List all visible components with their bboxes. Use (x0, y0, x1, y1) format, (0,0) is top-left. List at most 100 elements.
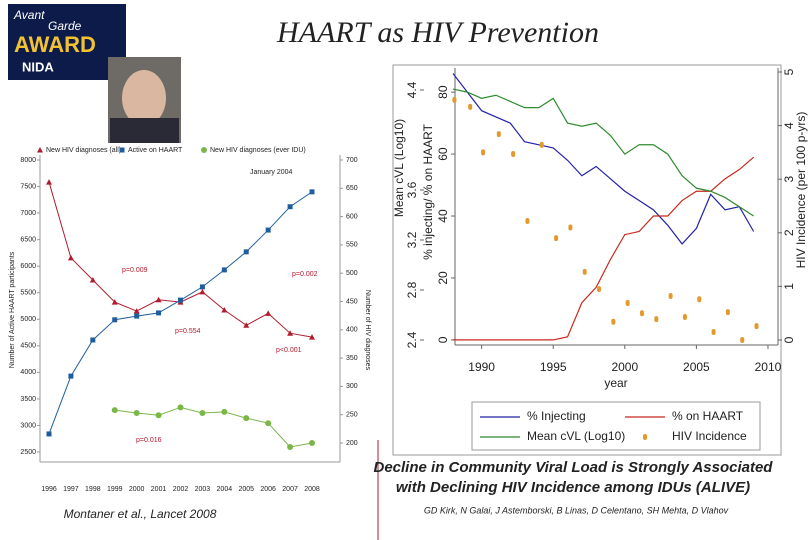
y3-axis-label: Mean cVL (Log10) (392, 119, 406, 217)
x-tick-label: 2001 (151, 486, 167, 493)
marker (265, 420, 272, 427)
series-line (452, 73, 755, 245)
legend-label: New HIV diagnoses (ever IDU) (210, 147, 306, 154)
y-tick-label: 3500 (20, 396, 36, 403)
scatter-point (697, 296, 702, 303)
y2-tick-label: 4 (782, 122, 796, 129)
marker (309, 440, 315, 446)
marker (133, 410, 140, 417)
annotation: p=0.016 (136, 437, 162, 444)
y2-tick-label: 700 (346, 157, 358, 164)
x-tick-label: 1996 (41, 486, 57, 493)
legend-box (471, 401, 761, 451)
marker (67, 254, 74, 261)
y-tick-label: 8000 (20, 157, 36, 164)
y2-tick-label: 300 (346, 383, 358, 390)
y2-tick-label: 500 (346, 270, 358, 277)
x-tick-label: 1999 (107, 486, 123, 493)
scatter-point (582, 268, 587, 275)
marker (133, 308, 140, 314)
scatter-point (625, 300, 630, 307)
y2-axis-label: HIV Incidence (per 100 p-yrs) (794, 112, 808, 269)
y-tick-label: 7000 (20, 210, 36, 217)
scatter-point (481, 149, 486, 156)
y-tick-label: 6500 (20, 236, 36, 243)
y2-tick-label: 650 (346, 185, 358, 192)
logo-text: Avant (13, 8, 45, 22)
marker (221, 267, 227, 273)
scatter-point (682, 313, 687, 320)
annotation: January 2004 (250, 169, 293, 176)
y2-tick-label: 250 (346, 412, 358, 419)
photo-suit (110, 118, 179, 143)
marker (112, 317, 118, 323)
legend-label: HIV Incidence (672, 429, 747, 443)
x-tick-label: 2006 (260, 486, 276, 493)
y2-tick-label: 200 (346, 440, 358, 447)
scatter-point (725, 309, 730, 316)
x-tick-label: 2005 (683, 360, 710, 374)
scatter-point (496, 131, 501, 138)
logo-text: AWARD (14, 32, 96, 57)
y3-tick-label: 4.4 (405, 81, 419, 98)
series-line (452, 88, 754, 217)
marker (243, 249, 249, 255)
marker (155, 296, 162, 303)
marker (111, 299, 118, 305)
y2-tick-label: 350 (346, 355, 358, 362)
marker (309, 189, 315, 195)
marker (243, 415, 250, 422)
y-axis-label: % injecting/ % on HAART (421, 123, 435, 260)
caption: Decline in Community Viral Load is Stron… (374, 459, 774, 476)
y-tick-label: 7500 (20, 183, 36, 190)
y2-tick-label: 0 (782, 336, 796, 343)
y-tick-label: 3000 (20, 422, 36, 429)
photo-face (122, 70, 166, 126)
chart-frame (392, 64, 782, 456)
y2-tick-label: 450 (346, 298, 358, 305)
legend-label: % on HAART (672, 409, 744, 423)
logo-text: Garde (48, 19, 82, 33)
y2-tick-label: 550 (346, 242, 358, 249)
scatter-point (597, 286, 602, 293)
marker (111, 407, 118, 414)
y2-tick-label: 5 (782, 68, 796, 75)
marker (119, 147, 125, 153)
marker (201, 147, 207, 153)
marker (265, 310, 272, 316)
y3-tick-label: 2.8 (405, 281, 419, 298)
y2-tick-label: 600 (346, 213, 358, 220)
marker (287, 204, 293, 210)
scatter-point (754, 323, 759, 330)
marker (309, 334, 315, 340)
citation: Montaner et al., Lancet 2008 (64, 507, 217, 521)
annotation: p=0.002 (292, 271, 318, 278)
legend-label: Mean cVL (Log10) (527, 429, 625, 443)
scatter-point (554, 235, 559, 242)
x-tick-label: 1998 (85, 486, 101, 493)
slide-title: HAART as HIV Prevention (276, 16, 599, 49)
annotation: p=0.554 (175, 328, 201, 335)
x-tick-label: 1995 (540, 360, 567, 374)
marker (177, 404, 184, 411)
scatter-point (452, 96, 457, 103)
y2-tick-label: 2 (782, 229, 796, 236)
marker (199, 284, 205, 290)
y-axis-label: Number of Active HAART participants (9, 251, 16, 368)
scatter-point (711, 328, 716, 335)
scatter-point (654, 316, 659, 323)
x-tick-label: 2002 (173, 486, 189, 493)
logo-text: NIDA (22, 59, 54, 74)
marker (199, 288, 206, 295)
y-tick-label: 0 (436, 336, 450, 343)
marker (221, 408, 228, 415)
marker (37, 147, 43, 153)
y-tick-label: 40 (436, 209, 450, 223)
marker (243, 322, 250, 328)
y-tick-label: 80 (436, 85, 450, 99)
x-tick-label: 2004 (217, 486, 233, 493)
y2-axis-label: Number of HIV diagnoses (364, 290, 371, 371)
marker (134, 313, 140, 319)
legend-label: New HIV diagnoses (all) (46, 147, 121, 154)
y2-tick-label: 400 (346, 327, 358, 334)
